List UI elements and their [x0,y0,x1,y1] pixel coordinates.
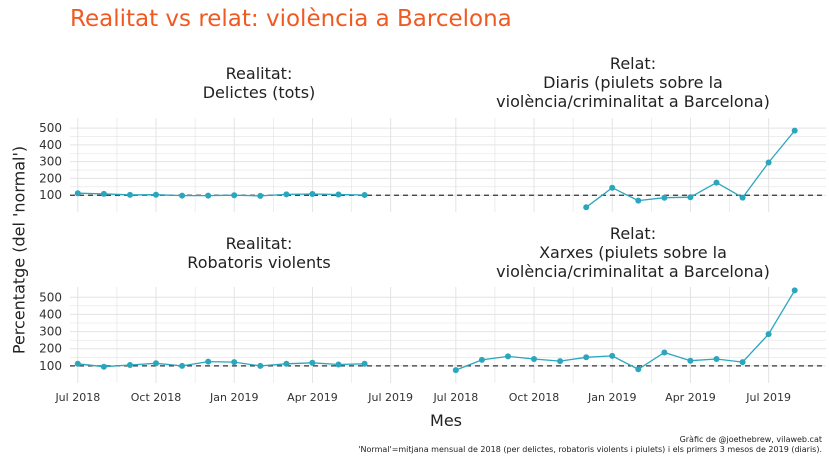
data-point [583,204,590,211]
strip-line: Relat: [609,54,657,73]
x-tick-label: Jan 2019 [209,391,258,404]
data-point [153,360,159,367]
y-tick-label: 300 [39,325,62,339]
data-point [257,362,264,369]
y-tick-label: 200 [39,342,62,356]
strip-line: Realitat: [225,64,293,83]
x-tick-label: Jul 2018 [432,391,478,404]
data-point [609,352,616,359]
strip-line: Realitat: [225,234,293,253]
data-point [661,194,668,201]
x-tick-label: Apr 2019 [287,391,338,404]
data-point [74,190,81,197]
data-point [361,192,368,198]
x-tick-label: Apr 2019 [665,391,716,404]
data-point [687,357,694,364]
data-point [205,192,212,199]
data-point [100,190,107,197]
data-point [179,362,186,369]
series-line [455,290,796,371]
strip-line: Relat: [609,224,657,243]
data-point [713,356,720,362]
series-line [77,360,365,368]
data-point [609,184,616,191]
data-point [661,349,668,356]
strip-line: Delictes (tots) [202,83,316,102]
data-point [505,353,511,360]
y-tick-label: 300 [39,155,62,169]
data-point [231,359,238,366]
x-tick-label: Jul 2019 [367,391,413,404]
data-point [739,194,746,201]
data-point [713,179,720,186]
series-line [77,192,365,197]
strip-relat-diaris: Relat: Diaris (piulets sobre la violènci… [496,54,770,111]
strip-line: Diaris (piulets sobre la [543,73,723,92]
caption-credit: Gràfic de @joethebrew, vilaweb.cat [679,435,822,444]
y-tick-label: 500 [39,290,62,304]
y-tick-label: 500 [39,121,62,135]
data-point [765,159,772,166]
strip-line: violència/criminalitat a Barcelona) [496,262,770,281]
x-tick-label: Oct 2018 [131,391,182,404]
strip-realitat-robatoris: Realitat: Robatoris violents [187,234,330,272]
data-point [791,287,798,294]
x-tick-label: Oct 2018 [509,391,560,404]
data-point [179,192,186,199]
y-tick-label: 400 [39,138,62,152]
data-point [335,361,342,368]
data-point [127,362,133,368]
data-point [478,356,485,363]
y-tick-label: 400 [39,307,62,321]
data-point [283,360,290,367]
y-tick-label: 100 [39,359,62,373]
data-point [361,360,368,367]
data-point [153,191,159,198]
strip-line: violència/criminalitat a Barcelona) [496,92,770,111]
x-axis-title: Mes [430,411,462,430]
data-point [557,358,564,365]
caption-note: 'Normal'=mitjana mensual de 2018 (per de… [358,445,822,454]
y-tick-label: 200 [39,171,62,185]
strip-relat-xarxes: Relat: Xarxes (piulets sobre la violènci… [496,224,770,281]
data-point [687,194,694,201]
data-point [309,191,316,197]
strip-line: Robatoris violents [187,253,331,272]
strip-line: Xarxes (piulets sobre la [539,243,727,262]
data-point [74,360,81,367]
data-point [791,127,798,134]
x-tick-label: Jul 2019 [745,391,791,404]
x-tick-label: Jul 2018 [54,391,100,404]
data-point [335,191,342,198]
data-point [283,191,290,198]
data-point [231,192,238,199]
y-axis-title-text: Percentatge (del 'normal') [9,145,29,355]
data-point [205,358,212,365]
data-point [452,367,459,374]
data-point [583,354,590,361]
data-point [127,191,133,198]
data-point [257,192,264,199]
data-point [739,359,746,366]
data-point [531,356,537,362]
data-point [100,363,107,370]
x-tick-label: Jan 2019 [587,391,636,404]
y-tick-label: 100 [39,188,62,202]
data-point [635,197,642,204]
data-point [765,331,772,338]
strip-realitat-delictes: Realitat: Delictes (tots) [203,64,316,102]
data-point [635,366,642,373]
chart-title: Realitat vs relat: violència a Barcelona [70,6,512,32]
data-point [309,359,316,366]
